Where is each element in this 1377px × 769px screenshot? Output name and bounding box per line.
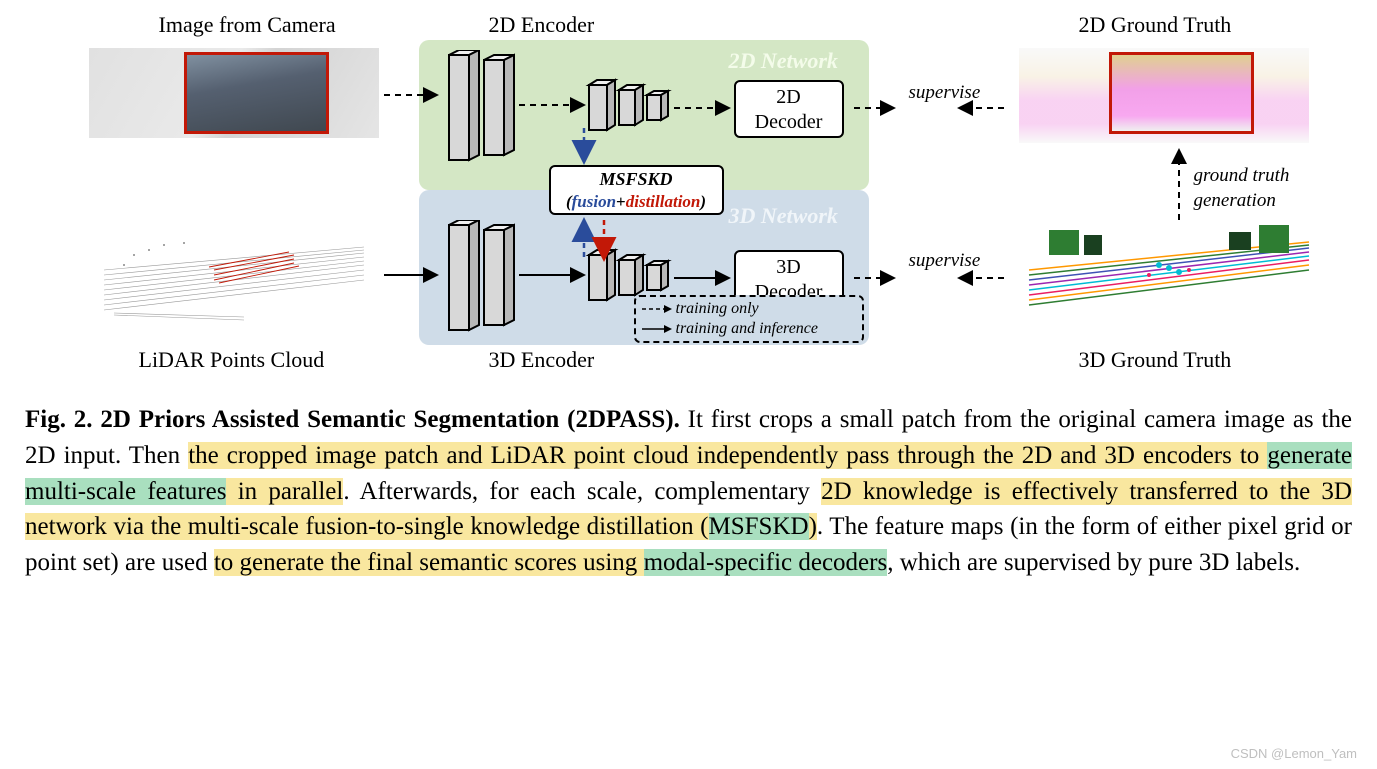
caption-h3: to generate the final semantic scores us…: [214, 549, 644, 576]
architecture-diagram: 2D Network 3D Network Image from Camera …: [39, 10, 1339, 380]
encoder-2d-label: 2D Encoder: [489, 12, 595, 38]
caption-h2b: ): [809, 513, 817, 540]
lidar-point-cloud: [94, 225, 374, 325]
legend-training-only: training only: [642, 299, 856, 319]
fusion-text: fusion: [572, 192, 616, 211]
camera-image-label: Image from Camera: [159, 12, 336, 38]
msfskd-subtitle: (fusion+distillation): [551, 191, 722, 212]
caption-title: Fig. 2. 2D Priors Assisted Semantic Segm…: [25, 406, 680, 433]
caption-t2: . Afterwards, for each scale, complement…: [343, 478, 821, 505]
encoder-2d-block: [439, 50, 689, 175]
watermark: CSDN @Lemon_Yam: [1231, 746, 1357, 761]
lidar-label: LiDAR Points Cloud: [139, 347, 325, 373]
network-3d-label: 3D Network: [729, 203, 838, 229]
gt-2d-crop-highlight: [1109, 52, 1254, 134]
encoder-3d-label: 3D Encoder: [489, 347, 595, 373]
legend-training-inference: training and inference: [642, 319, 856, 339]
network-2d-label: 2D Network: [729, 48, 838, 74]
caption-h1b: in parallel: [226, 478, 343, 505]
caption-h1: the cropped image patch and LiDAR point …: [188, 442, 1267, 469]
gt-2d-label: 2D Ground Truth: [1079, 12, 1232, 38]
supervise-label-2d: supervise: [909, 82, 981, 104]
gt-3d-label: 3D Ground Truth: [1079, 347, 1232, 373]
distillation-text: distillation: [626, 192, 701, 211]
supervise-label-3d: supervise: [909, 250, 981, 272]
gt-3d-point-cloud: [1019, 220, 1319, 330]
camera-crop-highlight: [184, 52, 329, 134]
caption-h2g: MSFSKD: [709, 513, 809, 540]
figure-caption: Fig. 2. 2D Priors Assisted Semantic Segm…: [25, 402, 1352, 581]
caption-t4: , which are supervised by pure 3D labels…: [887, 549, 1300, 576]
gt-generation-label-1: ground truth: [1194, 165, 1290, 187]
gt-generation-label-2: generation: [1194, 190, 1276, 212]
caption-h3g: modal-specific decoders: [644, 549, 888, 576]
msfskd-title: MSFSKD: [551, 168, 722, 191]
legend-box: training only training and inference: [634, 295, 864, 343]
msfskd-box: MSFSKD (fusion+distillation): [549, 165, 724, 215]
decoder-2d-box: 2D Decoder: [734, 80, 844, 138]
